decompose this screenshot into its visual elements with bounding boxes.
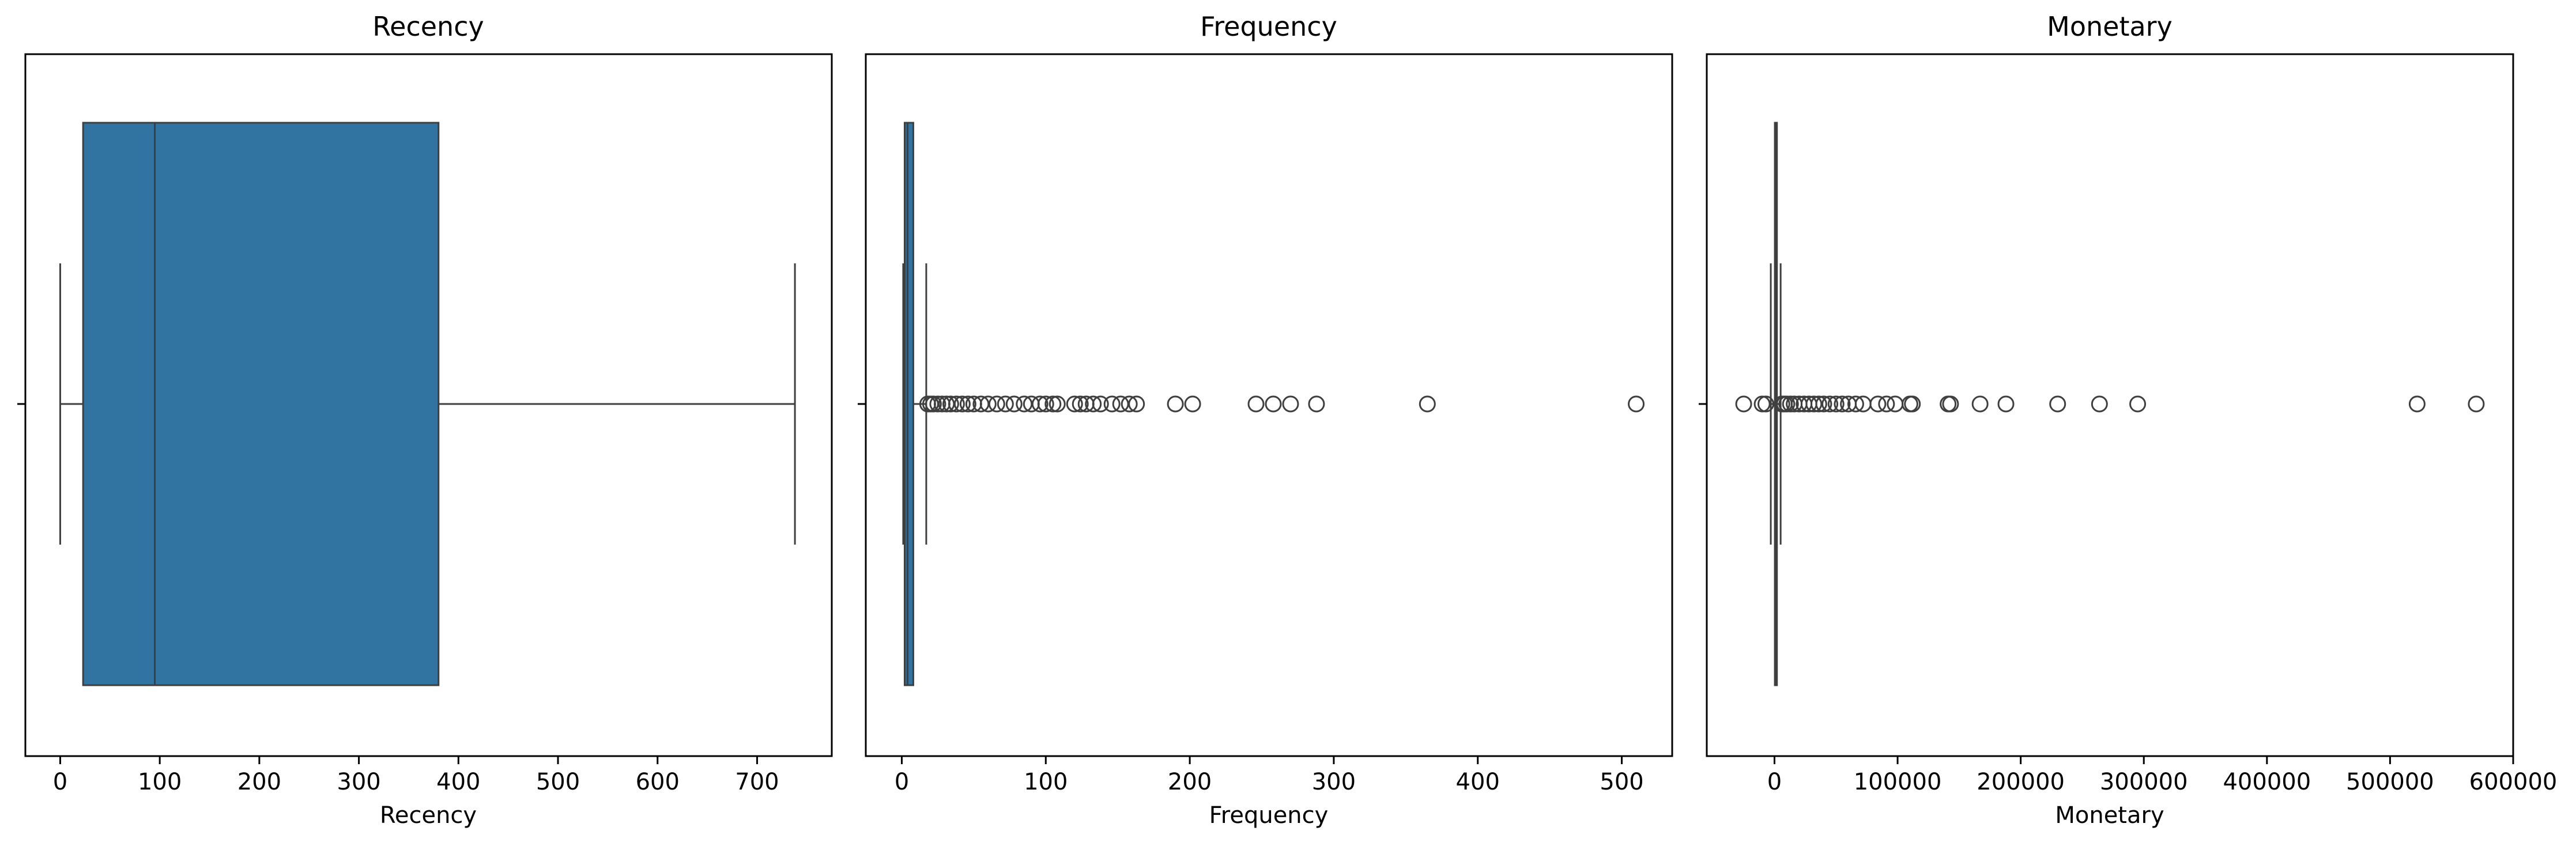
axes-frame (1706, 53, 2514, 757)
plot-area: 0 100 200 300 400 500 600 700 (17, 122, 796, 795)
panel-recency: Recency 0 100 200 300 400 500 600 700 Recency (17, 11, 833, 829)
x-tick-label: 400 (436, 769, 480, 795)
outlier-point (1869, 395, 1887, 413)
outlier-point (1904, 395, 1921, 413)
x-tick-label: 500000 (2346, 769, 2434, 795)
panel-title: Monetary (2047, 11, 2173, 42)
outlier-point (2408, 395, 2426, 413)
outlier-point (1265, 395, 1282, 413)
outlier-point (1827, 395, 1845, 413)
outlier-point (1092, 395, 1109, 413)
x-tick-label: 0 (1767, 769, 1782, 795)
x-axis-label: Recency (380, 802, 477, 829)
outlier-point (1247, 395, 1265, 413)
outlier-point (1044, 395, 1062, 413)
x-axis-label: Monetary (2055, 802, 2164, 829)
outlier-point (959, 395, 976, 413)
outlier-point (929, 395, 946, 413)
x-tick-label: 200 (1168, 769, 1212, 795)
x-tick-label: 100000 (1854, 769, 1942, 795)
outlier-point (1282, 395, 1299, 413)
iqr-box (82, 122, 440, 686)
outlier-point (1821, 395, 1839, 413)
outlier-point (2091, 395, 2108, 413)
outlier-point (1167, 395, 1184, 413)
outlier-point (942, 395, 959, 413)
x-tick-label: 0 (895, 769, 909, 795)
axes-frame (865, 53, 1673, 757)
outlier-point (2129, 395, 2147, 413)
outlier-point (1308, 395, 1325, 413)
outlier-point (997, 395, 1014, 413)
outlier-point (2049, 395, 2066, 413)
x-tick-label: 200000 (1977, 769, 2065, 795)
outlier-point (1121, 395, 1138, 413)
plot-area: 0 100 200 300 400 500 (858, 122, 1645, 795)
panel-monetary: Monetary 0 100000 200000 300000 400000 500000… (1699, 11, 2557, 829)
outlier-point (1419, 395, 1436, 413)
outlier-point (1815, 395, 1832, 413)
outlier-point (1878, 395, 1895, 413)
outlier-point (1048, 395, 1066, 413)
x-tick-label: 400000 (2223, 769, 2311, 795)
x-tick-label: 500 (536, 769, 580, 795)
outlier-point (1031, 395, 1048, 413)
outlier-point (1847, 395, 1864, 413)
outlier-point (925, 395, 942, 413)
x-tick-label: 500 (1600, 769, 1643, 795)
outlier-point (1005, 395, 1023, 413)
outlier-point (1128, 395, 1145, 413)
outlier-point (1184, 395, 1201, 413)
outlier-point (1072, 395, 1089, 413)
x-tick-label: 600000 (2469, 769, 2558, 795)
axes-frame (24, 53, 833, 757)
outlier-point (948, 395, 965, 413)
x-tick-label: 300 (1312, 769, 1356, 795)
x-tick-label: 0 (53, 769, 67, 795)
outlier-point (1757, 395, 1775, 413)
outlier-point (1085, 395, 1102, 413)
x-tick-label: 100 (138, 769, 182, 795)
x-tick-label: 700 (735, 769, 779, 795)
panel-title: Frequency (1200, 11, 1337, 42)
outlier-point (1628, 395, 1645, 413)
outlier-point (1805, 395, 1823, 413)
plot-area: 0 100000 200000 300000 400000 500000 600000 (1699, 122, 2558, 795)
outlier-point (979, 395, 997, 413)
outlier-point (1971, 395, 1989, 413)
x-tick-label: 300 (337, 769, 380, 795)
x-tick-label: 400 (1456, 769, 1500, 795)
outlier-point (1810, 395, 1827, 413)
outlier-point (1066, 395, 1083, 413)
outlier-point (1834, 395, 1851, 413)
panel-title: Recency (372, 11, 484, 42)
outlier-point (988, 395, 1005, 413)
panel-frequency: Frequency 0 100 200 300 400 500 Frequency (858, 11, 1673, 829)
outlier-point (1997, 395, 2015, 413)
outlier-point (1103, 395, 1121, 413)
outlier-point (2468, 395, 2485, 413)
outlier-point (953, 395, 971, 413)
x-tick-label: 300000 (2100, 769, 2188, 795)
outlier-point (1735, 395, 1752, 413)
x-tick-label: 600 (636, 769, 680, 795)
x-tick-label: 100 (1024, 769, 1068, 795)
outlier-point (1942, 395, 1959, 413)
outlier-point (1037, 395, 1054, 413)
iqr-box (903, 122, 914, 686)
x-axis-label: Frequency (1209, 802, 1329, 829)
x-tick-label: 200 (237, 769, 281, 795)
